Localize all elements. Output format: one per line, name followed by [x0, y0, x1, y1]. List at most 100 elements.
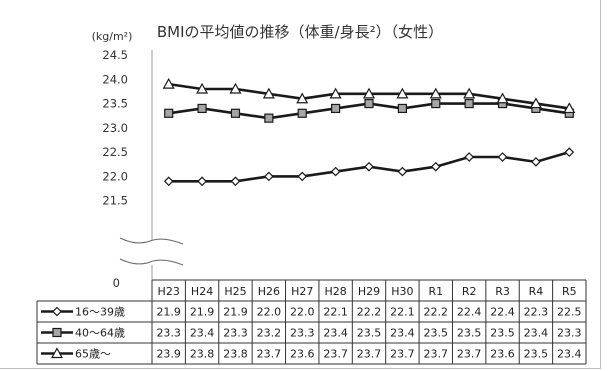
- data-label: 21.9: [190, 306, 215, 319]
- data-point: [397, 166, 408, 177]
- data-label: 23.8: [190, 348, 215, 361]
- y-axis: 24.5 24.0 23.5 23.0 22.5 22.0 21.5 0: [102, 48, 184, 290]
- data-point: [262, 87, 275, 99]
- data-label: 22.4: [457, 306, 482, 319]
- data-label: 23.3: [290, 327, 315, 340]
- x-category-label: H29: [358, 285, 380, 298]
- chart-title: BMIの平均値の推移（体重/身長²）（女性）: [157, 23, 443, 41]
- data-label: 23.7: [390, 348, 415, 361]
- x-category-label: H23: [158, 285, 180, 298]
- legend-label: 65歳～: [75, 348, 111, 361]
- data-label: 22.2: [424, 306, 449, 319]
- data-label: 23.4: [190, 327, 215, 340]
- data-label: 23.3: [557, 327, 582, 340]
- data-label: 22.1: [390, 306, 415, 319]
- x-category-label: H27: [291, 285, 313, 298]
- data-point: [431, 98, 441, 109]
- data-point: [163, 176, 174, 187]
- data-label: 23.4: [557, 348, 582, 361]
- y-tick-label: 24.5: [102, 48, 128, 62]
- data-label: 21.9: [223, 306, 248, 319]
- data-label: 23.6: [490, 348, 515, 361]
- x-category-label: H25: [224, 285, 246, 298]
- axis-break-mark-bottom: [119, 258, 184, 266]
- data-point: [230, 108, 241, 118]
- data-label: 23.7: [357, 348, 382, 361]
- data-label: 23.4: [323, 327, 348, 340]
- data-label: 23.3: [223, 327, 248, 340]
- data-point: [564, 147, 575, 157]
- x-category-label: H30: [391, 285, 413, 298]
- data-label: 23.7: [424, 348, 449, 361]
- data-label: 23.5: [357, 327, 382, 340]
- data-point: [329, 87, 342, 99]
- legend-marker: [52, 306, 62, 317]
- y-tick-label: 21.5: [102, 194, 128, 208]
- x-category-label: R3: [495, 285, 510, 298]
- data-point: [362, 87, 376, 99]
- data-label: 23.5: [490, 327, 515, 340]
- data-point: [397, 103, 407, 114]
- x-category-label: H28: [324, 285, 346, 298]
- data-point: [330, 166, 341, 177]
- data-label: 23.3: [156, 327, 181, 340]
- data-point: [531, 157, 541, 167]
- data-point: [464, 98, 474, 109]
- data-label: 22.4: [490, 306, 515, 319]
- data-point: [430, 161, 441, 172]
- data-label: 23.2: [257, 327, 282, 340]
- x-category-label: H26: [258, 285, 280, 298]
- data-label: 21.9: [156, 306, 181, 319]
- data-point: [297, 171, 308, 182]
- data-label: 23.6: [290, 348, 315, 361]
- y-tick-label: 22.5: [102, 145, 128, 159]
- data-point: [197, 103, 207, 114]
- data-label: 22.2: [357, 306, 382, 319]
- x-category-label: H24: [191, 285, 213, 298]
- legend-label: 40～64歳: [75, 327, 125, 340]
- data-point: [396, 87, 409, 99]
- data-point: [463, 87, 476, 99]
- data-label: 23.5: [424, 327, 449, 340]
- data-label: 23.7: [257, 348, 282, 361]
- data-label: 23.5: [457, 327, 482, 340]
- data-label: 23.4: [390, 327, 415, 340]
- data-label: 22.1: [323, 306, 348, 319]
- data-label: 23.4: [524, 327, 549, 340]
- x-category-label: R5: [562, 285, 577, 298]
- data-label: 23.7: [457, 348, 482, 361]
- data-point: [497, 152, 508, 162]
- data-point: [297, 108, 307, 118]
- axis-break-mark-top: [119, 237, 184, 245]
- y-tick-label-zero: 0: [113, 276, 120, 290]
- data-point: [364, 98, 374, 109]
- y-tick-label: 22.0: [102, 169, 128, 183]
- data-point: [364, 161, 374, 172]
- data-point: [529, 97, 542, 109]
- data-point: [464, 152, 475, 162]
- data-point: [563, 102, 576, 114]
- data-point: [229, 82, 242, 94]
- y-tick-label: 23.5: [102, 97, 128, 111]
- data-label: 23.7: [323, 348, 348, 361]
- data-label: 23.8: [223, 348, 248, 361]
- data-point: [429, 87, 442, 99]
- data-point: [230, 176, 241, 187]
- data-label: 23.5: [524, 348, 549, 361]
- data-label: 22.0: [257, 306, 282, 319]
- legend-marker: [50, 347, 64, 359]
- data-point: [263, 171, 274, 182]
- data-point: [164, 108, 174, 118]
- data-label: 23.9: [156, 348, 181, 361]
- x-category-label: R4: [529, 285, 544, 298]
- plot-area: [162, 77, 576, 187]
- data-point: [496, 92, 509, 104]
- data-label: 22.5: [557, 306, 582, 319]
- x-category-label: R1: [428, 285, 443, 298]
- data-label: 22.3: [524, 306, 549, 319]
- data-point: [331, 103, 341, 114]
- y-tick-label: 24.0: [102, 72, 128, 86]
- data-label: 22.0: [290, 306, 315, 319]
